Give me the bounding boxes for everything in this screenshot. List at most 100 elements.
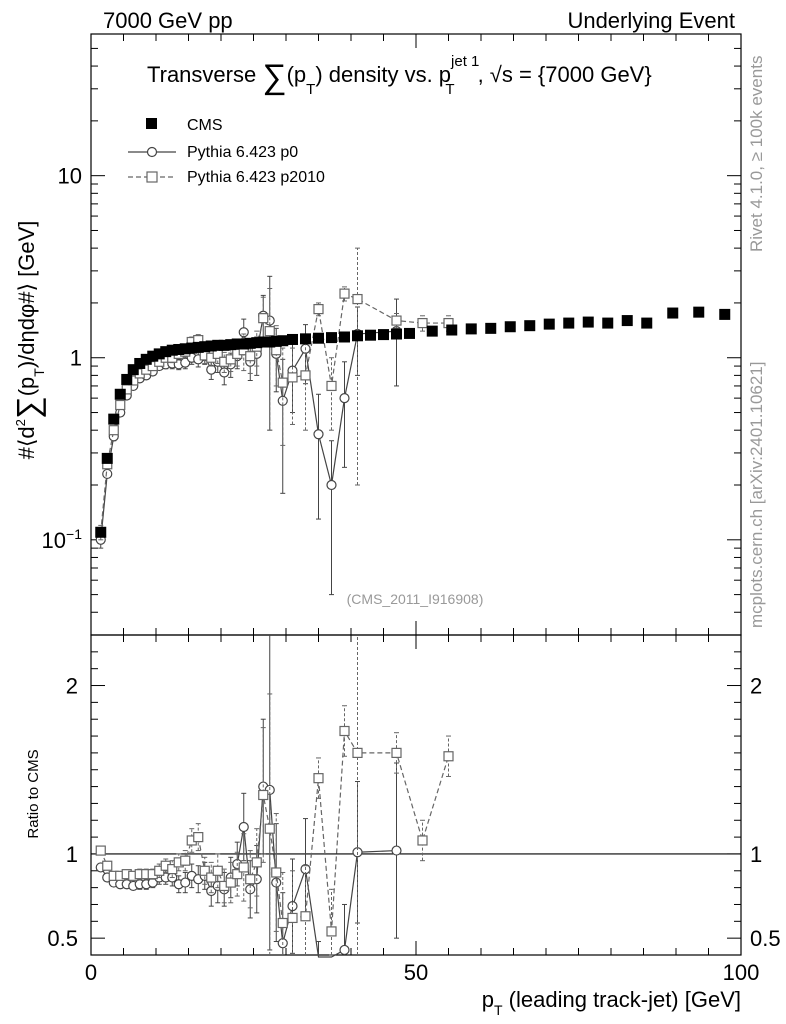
point-cms (218, 339, 230, 351)
title-sub-t: T (306, 81, 315, 98)
point-p2010 (391, 315, 402, 326)
y-tick-label-exponent: −1 (66, 526, 82, 542)
ratio-tick-label: 1 (66, 842, 78, 867)
point-p2010 (245, 351, 256, 362)
point-p2010 (313, 303, 324, 315)
ratio-tick-label-right: 2 (750, 674, 762, 699)
point-cms (582, 316, 594, 328)
title-sigma: ∑ (262, 58, 286, 96)
ylabel-sup: 2 (13, 419, 28, 426)
point-p0 (238, 327, 249, 338)
point-cms (101, 452, 113, 464)
point-cms (166, 344, 178, 356)
legend-label-cms: CMS (187, 117, 223, 134)
ratio-point-p2010 (258, 789, 269, 801)
ratio-point-p0 (245, 884, 256, 895)
point-cms (287, 333, 298, 345)
xlabel-p: p (482, 987, 494, 1012)
ratio-point-p2010 (245, 874, 256, 885)
point-p2010 (352, 293, 363, 305)
point-cms (446, 324, 458, 336)
ylabel-rest: )/dηdφ#⟩ [GeV] (14, 221, 39, 369)
ratio-point-p2010 (300, 911, 311, 922)
point-cms (378, 329, 389, 341)
point-cms (719, 308, 731, 320)
y-tick-label: 1 (70, 346, 82, 371)
point-cms (365, 329, 376, 341)
point-cms (352, 330, 363, 342)
point-cms (153, 348, 165, 360)
point-cms (277, 335, 289, 347)
point-cms (192, 341, 204, 353)
plot-title: Transverse ∑(pT) density vs. pjet 1 T, √s… (147, 53, 652, 98)
header-left: 7000 GeV pp (103, 8, 233, 33)
x-axis-label: pT (leading track-jet) [GeV] (482, 987, 741, 1018)
ratio-point-p2010 (225, 877, 236, 888)
point-cms (524, 320, 536, 332)
point-cms (693, 306, 705, 318)
ratio-point-p0 (339, 944, 350, 956)
point-p2010 (277, 377, 288, 388)
ratio-point-p0 (287, 901, 298, 912)
ratio-point-p2010 (313, 773, 324, 784)
header-right: Underlying Event (567, 8, 735, 33)
point-cms (602, 317, 614, 329)
point-p0 (339, 393, 350, 404)
ratio-point-p2010 (212, 865, 223, 876)
point-cms (465, 323, 477, 335)
ratio-point-p0 (238, 821, 249, 833)
point-cms (641, 317, 653, 329)
ratio-y-label: Ratio to CMS (25, 749, 42, 838)
legend-label-p0: Pythia 6.423 p0 (187, 144, 298, 161)
point-p2010 (258, 313, 269, 324)
point-cms (667, 307, 679, 319)
ylabel-main: #⟨d (14, 426, 39, 459)
ratio-point-p2010 (417, 835, 428, 846)
legend-marker-p0 (146, 146, 158, 158)
point-cms (313, 332, 324, 344)
ylabel-sub: T (31, 368, 47, 377)
point-cms (108, 413, 120, 425)
xlabel-sub: T (494, 1002, 503, 1018)
point-cms (199, 341, 211, 353)
xlabel-rest: (leading track-jet) [GeV] (503, 987, 741, 1012)
title-sup-jet: jet 1 (450, 53, 479, 70)
point-cms (140, 353, 152, 365)
point-cms (264, 336, 276, 348)
point-cms (426, 325, 438, 337)
ratio-point-p2010 (199, 865, 210, 876)
x-tick-label: 0 (85, 960, 97, 985)
point-p2010 (115, 399, 126, 411)
point-p2010 (264, 326, 275, 337)
ratio-point-p2010 (264, 823, 275, 834)
point-cms (225, 339, 237, 351)
ratio-point-p2010 (326, 926, 337, 937)
ratio-point-p2010 (180, 855, 191, 866)
point-cms (179, 343, 191, 355)
point-cms (251, 337, 263, 349)
title-prefix: Transverse (147, 62, 262, 87)
analysis-id: (CMS_2011_I916908) (347, 591, 484, 607)
ratio-point-p2010 (102, 860, 113, 871)
ratio-point-p0 (180, 877, 191, 888)
point-p2010 (326, 380, 337, 392)
point-p2010 (339, 288, 350, 299)
point-p0 (326, 479, 337, 491)
point-p2010 (287, 372, 298, 383)
point-cms (485, 322, 497, 334)
y-axis-label: #⟨d2∑(pT)/dηdφ#⟩ [GeV] (10, 221, 47, 460)
ratio-point-p2010 (352, 747, 363, 758)
ratio-tick-label: 0.5 (47, 926, 78, 951)
ratio-point-p0 (391, 845, 402, 856)
point-cms (95, 526, 107, 538)
ratio-point-p2010 (339, 725, 350, 737)
title-sub-t2: T (445, 81, 454, 98)
ratio-plot-data (95, 635, 454, 958)
point-cms (173, 343, 185, 355)
ratio-point-p2010 (232, 869, 243, 880)
point-cms (127, 364, 139, 376)
point-cms (114, 388, 126, 400)
ratio-point-p2010 (391, 747, 402, 758)
